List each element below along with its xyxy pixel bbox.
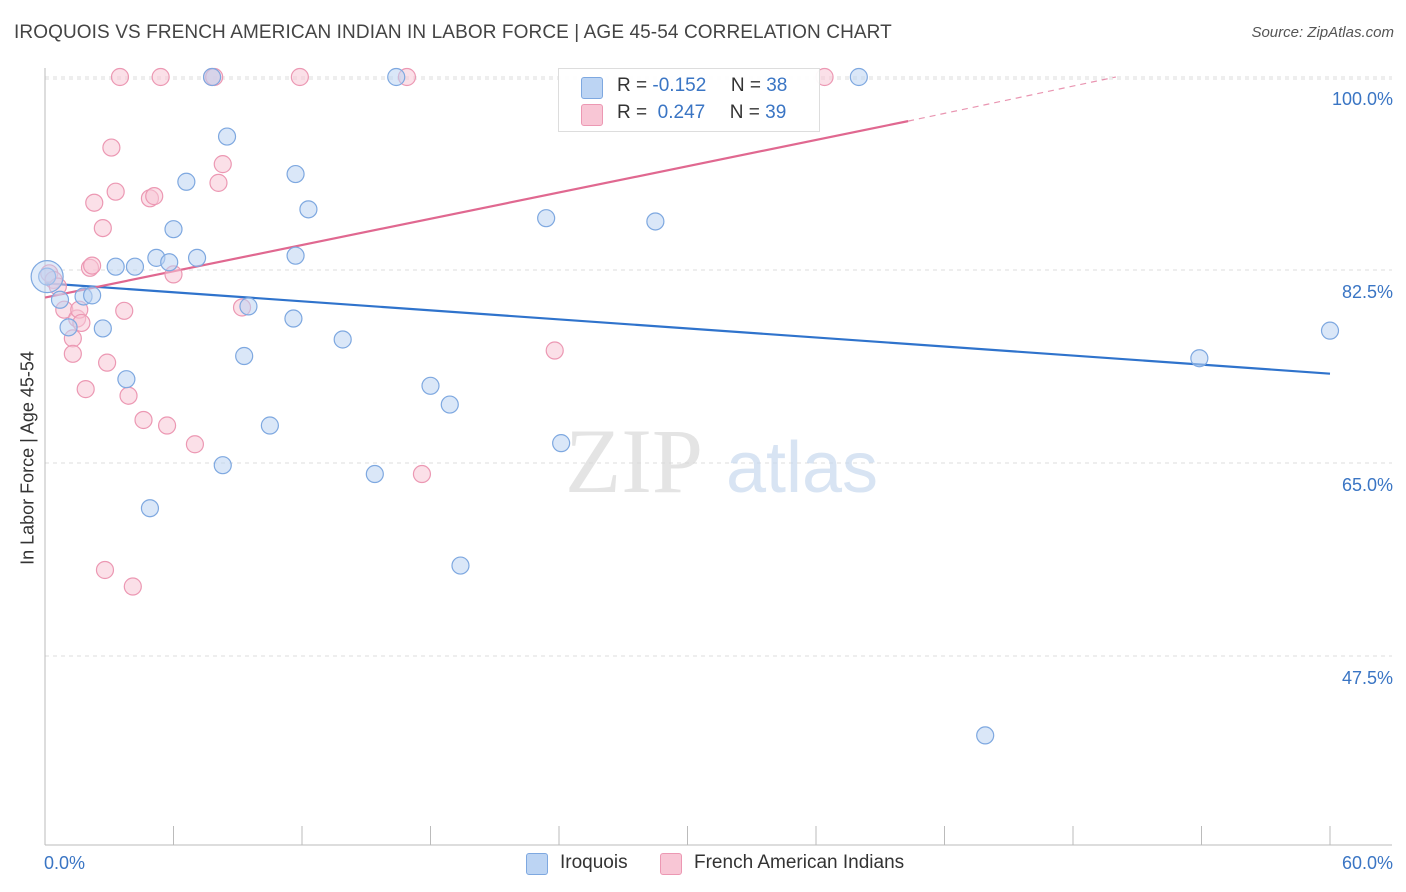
bottom-legend-label-iroquois: Iroquois bbox=[560, 852, 628, 873]
point-iroquois bbox=[1190, 349, 1209, 368]
y-tick-label: 47.5% bbox=[1342, 668, 1393, 688]
point-iroquois bbox=[83, 286, 102, 305]
point-iroquois bbox=[117, 370, 136, 389]
point-iroquois bbox=[235, 346, 254, 366]
y-tick-label: 65.0% bbox=[1342, 475, 1393, 495]
point-iroquois bbox=[260, 416, 279, 435]
point-french bbox=[185, 435, 205, 454]
point-french bbox=[98, 353, 117, 372]
bottom-legend-swatch-french bbox=[660, 853, 682, 875]
point-french bbox=[213, 155, 232, 174]
point-iroquois bbox=[239, 297, 258, 316]
tick-label-layer: 47.5% 65.0% 82.5% 100.0% 0.0% 60.0% bbox=[44, 89, 1393, 873]
point-french bbox=[209, 173, 228, 192]
point-iroquois bbox=[451, 556, 470, 575]
point-iroquois bbox=[59, 318, 78, 337]
point-iroquois bbox=[125, 257, 145, 276]
legend-swatch-iroquois bbox=[581, 77, 603, 99]
point-french bbox=[151, 67, 170, 87]
y-tick-label: 100.0% bbox=[1332, 89, 1393, 109]
legend-r-label: R = bbox=[617, 75, 648, 96]
point-french bbox=[76, 380, 95, 399]
point-iroquois bbox=[286, 246, 305, 265]
point-iroquois bbox=[217, 127, 237, 146]
point-french bbox=[83, 256, 102, 275]
trendline-french bbox=[44, 120, 909, 299]
point-french bbox=[119, 386, 138, 405]
point-iroquois bbox=[93, 319, 112, 338]
point-iroquois bbox=[299, 200, 318, 219]
legend-r-label: R = bbox=[617, 102, 648, 123]
point-french bbox=[157, 416, 177, 435]
point-iroquois bbox=[537, 209, 556, 228]
point-iroquois bbox=[286, 164, 305, 184]
axis-layer bbox=[44, 68, 1392, 846]
point-french bbox=[106, 182, 125, 201]
point-iroquois bbox=[50, 290, 70, 309]
trendline-iroquois bbox=[44, 282, 1331, 375]
point-iroquois bbox=[365, 464, 384, 484]
point-french bbox=[545, 341, 564, 360]
point-french bbox=[63, 344, 82, 363]
point-iroquois bbox=[421, 376, 440, 395]
point-iroquois bbox=[140, 499, 160, 518]
point-iroquois-cluster bbox=[30, 260, 64, 294]
point-french bbox=[134, 410, 153, 430]
point-iroquois bbox=[284, 309, 303, 328]
point-iroquois bbox=[187, 248, 207, 267]
legend-n-label: N = bbox=[730, 75, 761, 96]
point-iroquois bbox=[177, 172, 196, 191]
points-layer bbox=[30, 67, 1340, 745]
legend-n-value: 39 bbox=[765, 102, 787, 123]
point-french bbox=[95, 560, 115, 580]
x-tick-label: 60.0% bbox=[1342, 853, 1393, 873]
legend-n-label: N = bbox=[729, 102, 760, 123]
point-iroquois bbox=[849, 67, 868, 87]
point-french bbox=[85, 193, 104, 212]
point-iroquois bbox=[440, 395, 459, 414]
y-tick-label: 82.5% bbox=[1342, 282, 1393, 302]
legend-r-value: 0.247 bbox=[652, 102, 706, 123]
legend-swatch-french bbox=[581, 104, 603, 126]
x-tick-label: 0.0% bbox=[44, 853, 85, 873]
bottom-legend-swatch-iroquois bbox=[526, 853, 548, 875]
watermark-zip: ZIP bbox=[565, 410, 703, 512]
trend-layer bbox=[44, 76, 1331, 375]
point-iroquois bbox=[38, 267, 57, 286]
point-french bbox=[123, 577, 142, 596]
grid-layer bbox=[45, 76, 1392, 657]
point-iroquois bbox=[552, 434, 571, 453]
bottom-legend-label-french: French American Indians bbox=[694, 852, 905, 873]
watermark-atlas: atlas bbox=[726, 428, 878, 508]
point-french bbox=[115, 301, 134, 320]
point-iroquois bbox=[213, 456, 232, 475]
point-iroquois bbox=[164, 220, 183, 239]
point-iroquois bbox=[160, 253, 179, 272]
point-french bbox=[102, 138, 121, 157]
source-credit: Source: ZipAtlas.com bbox=[1251, 24, 1394, 41]
point-iroquois bbox=[387, 67, 406, 87]
point-iroquois bbox=[333, 330, 352, 349]
point-iroquois bbox=[646, 212, 665, 231]
point-french bbox=[412, 464, 432, 484]
chart-title: IROQUOIS VS FRENCH AMERICAN INDIAN IN LA… bbox=[14, 22, 892, 43]
correlation-legend: R = -0.152 N = 38 R = 0.247 N = 39 bbox=[558, 68, 820, 132]
point-french bbox=[110, 67, 130, 87]
point-iroquois bbox=[1320, 321, 1340, 340]
legend-n-value: 38 bbox=[766, 75, 788, 96]
point-iroquois bbox=[202, 67, 222, 87]
y-axis-label: In Labor Force | Age 45-54 bbox=[17, 351, 38, 565]
legend-r-value: -0.152 bbox=[652, 75, 707, 96]
trendline-french-extension bbox=[907, 76, 1116, 122]
point-french bbox=[93, 218, 112, 238]
point-iroquois bbox=[976, 726, 995, 745]
point-french bbox=[145, 187, 164, 206]
point-iroquois bbox=[106, 257, 125, 276]
point-french bbox=[290, 67, 309, 87]
